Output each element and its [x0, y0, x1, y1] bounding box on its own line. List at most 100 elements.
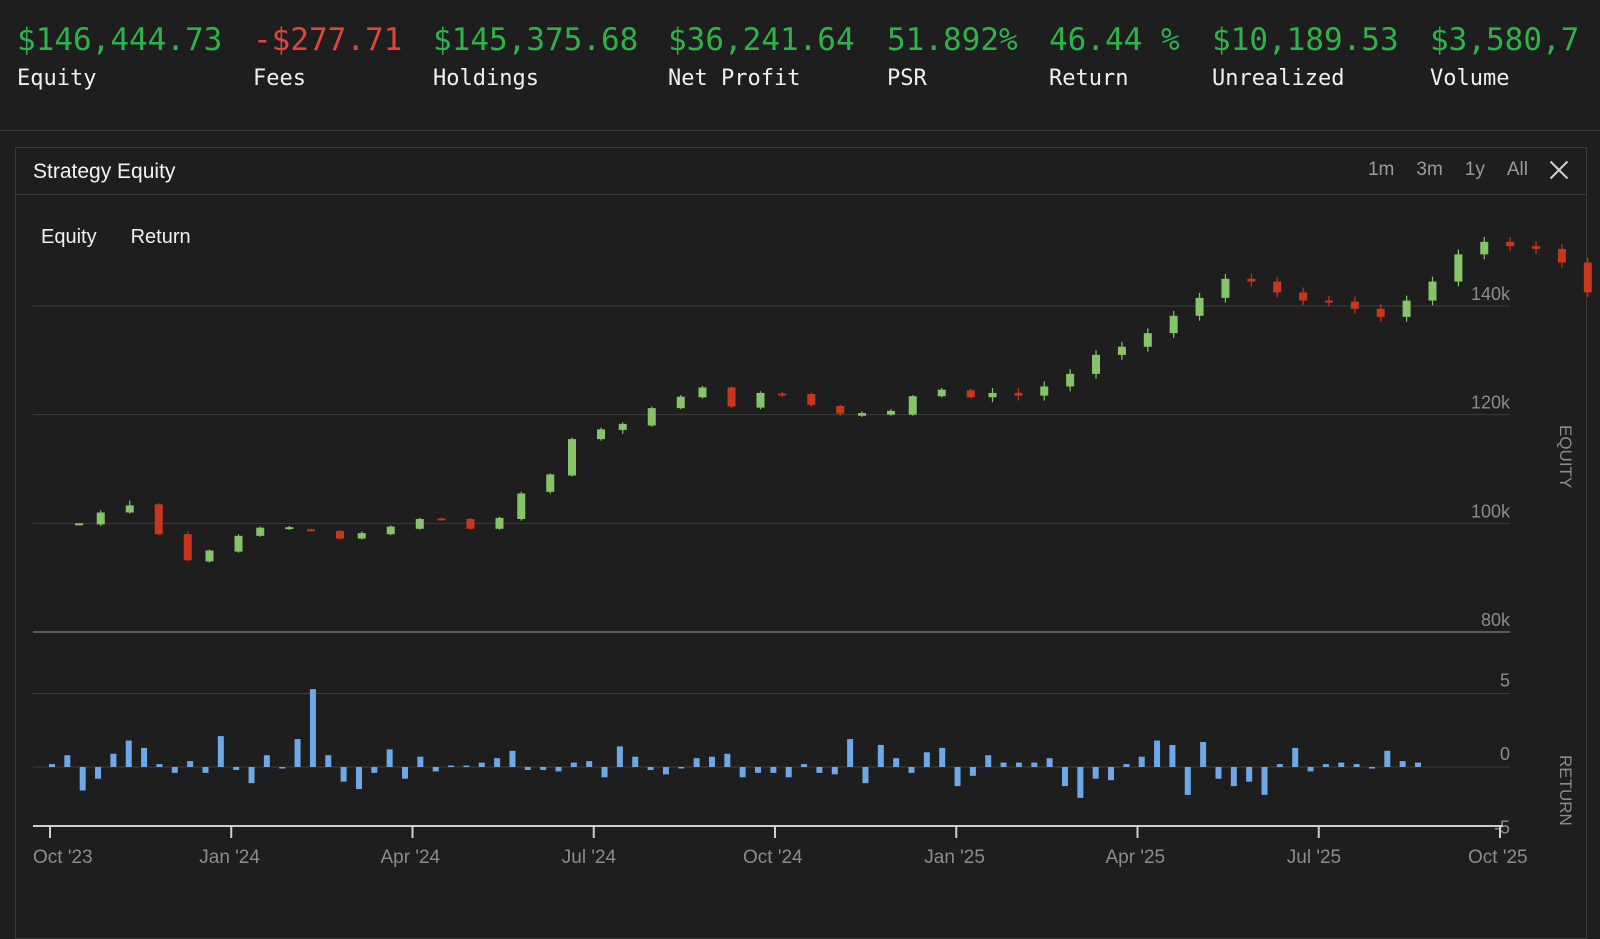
return-bar: [540, 767, 547, 770]
stat-value: $145,375.68: [433, 22, 639, 58]
legend-equity[interactable]: Equity: [41, 226, 97, 248]
range-1y-button[interactable]: 1y: [1464, 159, 1485, 180]
equity-candle: [647, 406, 656, 427]
return-bar: [632, 756, 639, 767]
equity-candle: [676, 395, 685, 410]
legend-return[interactable]: Return: [130, 226, 191, 248]
candle-body: [357, 533, 366, 539]
equity-candle: [807, 392, 816, 407]
equity-tick-label: 100k: [1471, 501, 1511, 521]
return-bar: [1368, 767, 1375, 769]
equity-candle: [1273, 276, 1282, 298]
return-bar: [355, 767, 362, 790]
stat-value: $146,444.73: [17, 22, 223, 58]
return-bar: [586, 761, 593, 767]
candle-body: [256, 527, 265, 536]
equity-candle: [1169, 310, 1178, 339]
return-bar: [785, 767, 792, 778]
candle-body: [1324, 300, 1333, 303]
return-bar: [801, 764, 808, 767]
return-bar: [1015, 762, 1022, 767]
x-axis-label: Jul '24: [562, 847, 617, 868]
return-tick-label: -5: [1494, 818, 1510, 838]
candle-body: [1557, 248, 1566, 263]
return-bar: [371, 767, 378, 773]
candle-body: [96, 512, 105, 525]
stat-label: Return: [1049, 66, 1129, 91]
range-3m-button[interactable]: 3m: [1416, 159, 1443, 180]
stat-value: 46.44 %: [1049, 22, 1180, 58]
return-bar: [1261, 767, 1268, 795]
candle-body: [568, 439, 576, 476]
range-1m-button[interactable]: 1m: [1367, 159, 1395, 180]
return-bar: [1184, 767, 1191, 795]
equity-candle: [1092, 350, 1101, 379]
return-bar: [386, 749, 393, 767]
equity-candle: [618, 422, 627, 434]
return-bar: [95, 767, 102, 779]
panel-title: Strategy Equity: [33, 160, 176, 183]
equity-candle: [386, 525, 395, 536]
candle-body: [1480, 241, 1489, 255]
candle-body: [858, 413, 866, 416]
equity-candle: [756, 391, 765, 410]
return-bar: [1169, 744, 1176, 767]
equity-candle: [966, 388, 975, 399]
stat-label: Fees: [253, 66, 306, 91]
stat-label: PSR: [887, 66, 927, 91]
x-axis-label: Jul '25: [1287, 847, 1341, 868]
equity-candle: [1195, 292, 1204, 321]
return-bar: [893, 758, 900, 767]
equity-candle: [1299, 287, 1308, 306]
range-all-button[interactable]: All: [1506, 159, 1528, 180]
equity-candle: [415, 517, 424, 530]
candle-body: [437, 518, 446, 521]
return-bar: [877, 744, 884, 767]
equity-candle: [256, 526, 265, 537]
equity-candle: [1143, 328, 1152, 352]
equity-candle: [1350, 296, 1359, 314]
x-axis-label: Jan '25: [924, 847, 985, 868]
return-bar: [1108, 767, 1115, 781]
candle-body: [618, 423, 627, 430]
stat-holdings: $145,375.68 Holdings: [433, 20, 638, 94]
candle-body: [386, 526, 395, 535]
return-bar: [141, 747, 148, 767]
equity-candle: [1532, 241, 1541, 254]
return-bar: [233, 767, 240, 770]
return-bar: [1154, 740, 1161, 767]
equity-candle: [1557, 244, 1566, 268]
return-bar: [49, 764, 55, 767]
return-bar: [770, 767, 777, 773]
return-bar: [1061, 767, 1068, 787]
candle-body: [1066, 373, 1075, 387]
equity-candle: [1376, 303, 1385, 322]
return-bar: [616, 746, 623, 767]
return-bar: [248, 767, 255, 784]
equity-candle: [937, 388, 946, 398]
equity-candle: [1480, 236, 1489, 260]
stat-value: $3,580,7: [1430, 22, 1580, 58]
return-bar: [1292, 747, 1299, 767]
return-bar: [1353, 764, 1360, 767]
return-bar: [555, 767, 562, 772]
equity-candle: [154, 503, 163, 536]
return-bar: [1000, 762, 1007, 767]
candle-body: [205, 550, 214, 562]
candle-body: [887, 410, 895, 415]
stat-value: $36,241.64: [668, 22, 855, 58]
equity-tick-label: 80k: [1481, 610, 1511, 630]
equity-candle: [546, 473, 555, 494]
return-bar: [340, 767, 347, 782]
equity-candle: [1247, 273, 1256, 287]
stats-bar: $146,444.73 Equity -$277.71 Fees $145,37…: [0, 0, 1600, 131]
equity-candle: [307, 528, 315, 532]
return-bar: [1384, 750, 1391, 767]
return-bar: [79, 767, 86, 791]
return-axis-label: RETURN: [1556, 755, 1575, 826]
stat-label: Equity: [17, 66, 97, 91]
return-tick-label: 0: [1500, 744, 1510, 764]
return-bar: [524, 767, 531, 770]
equity-candle: [357, 531, 366, 540]
candle-body: [937, 389, 946, 397]
